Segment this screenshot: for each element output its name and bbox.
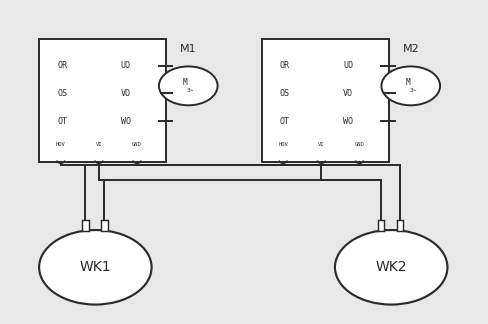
Text: GND: GND [354, 142, 364, 147]
Text: WK1: WK1 [80, 260, 111, 274]
Bar [39, 39, 166, 162]
Text: 3∼: 3∼ [408, 87, 416, 93]
Text: VI: VI [96, 142, 102, 147]
Bar [101, 220, 107, 231]
Text: M2: M2 [402, 44, 418, 54]
Circle shape [159, 66, 217, 105]
Bar [81, 220, 88, 231]
Text: M: M [183, 78, 187, 87]
Text: OS: OS [57, 88, 67, 98]
Text: UO: UO [343, 62, 352, 70]
Circle shape [381, 66, 439, 105]
Text: WK2: WK2 [375, 260, 406, 274]
Text: OT: OT [279, 117, 289, 126]
Circle shape [334, 230, 447, 305]
Text: OR: OR [57, 62, 67, 70]
Text: HOV: HOV [278, 142, 287, 147]
Bar [377, 220, 384, 231]
Bar [396, 220, 403, 231]
Text: 3∼: 3∼ [186, 87, 194, 93]
Text: OR: OR [279, 62, 289, 70]
Text: UO: UO [121, 62, 130, 70]
Text: OS: OS [279, 88, 289, 98]
Text: HOV: HOV [56, 142, 65, 147]
Text: M: M [405, 78, 409, 87]
Circle shape [39, 230, 151, 305]
Text: GND: GND [132, 142, 142, 147]
Bar [261, 39, 388, 162]
Text: WO: WO [343, 117, 352, 126]
Text: VI: VI [318, 142, 324, 147]
Text: WO: WO [121, 117, 130, 126]
Text: OT: OT [57, 117, 67, 126]
Text: VO: VO [343, 88, 352, 98]
Text: M1: M1 [180, 44, 196, 54]
Text: VO: VO [121, 88, 130, 98]
